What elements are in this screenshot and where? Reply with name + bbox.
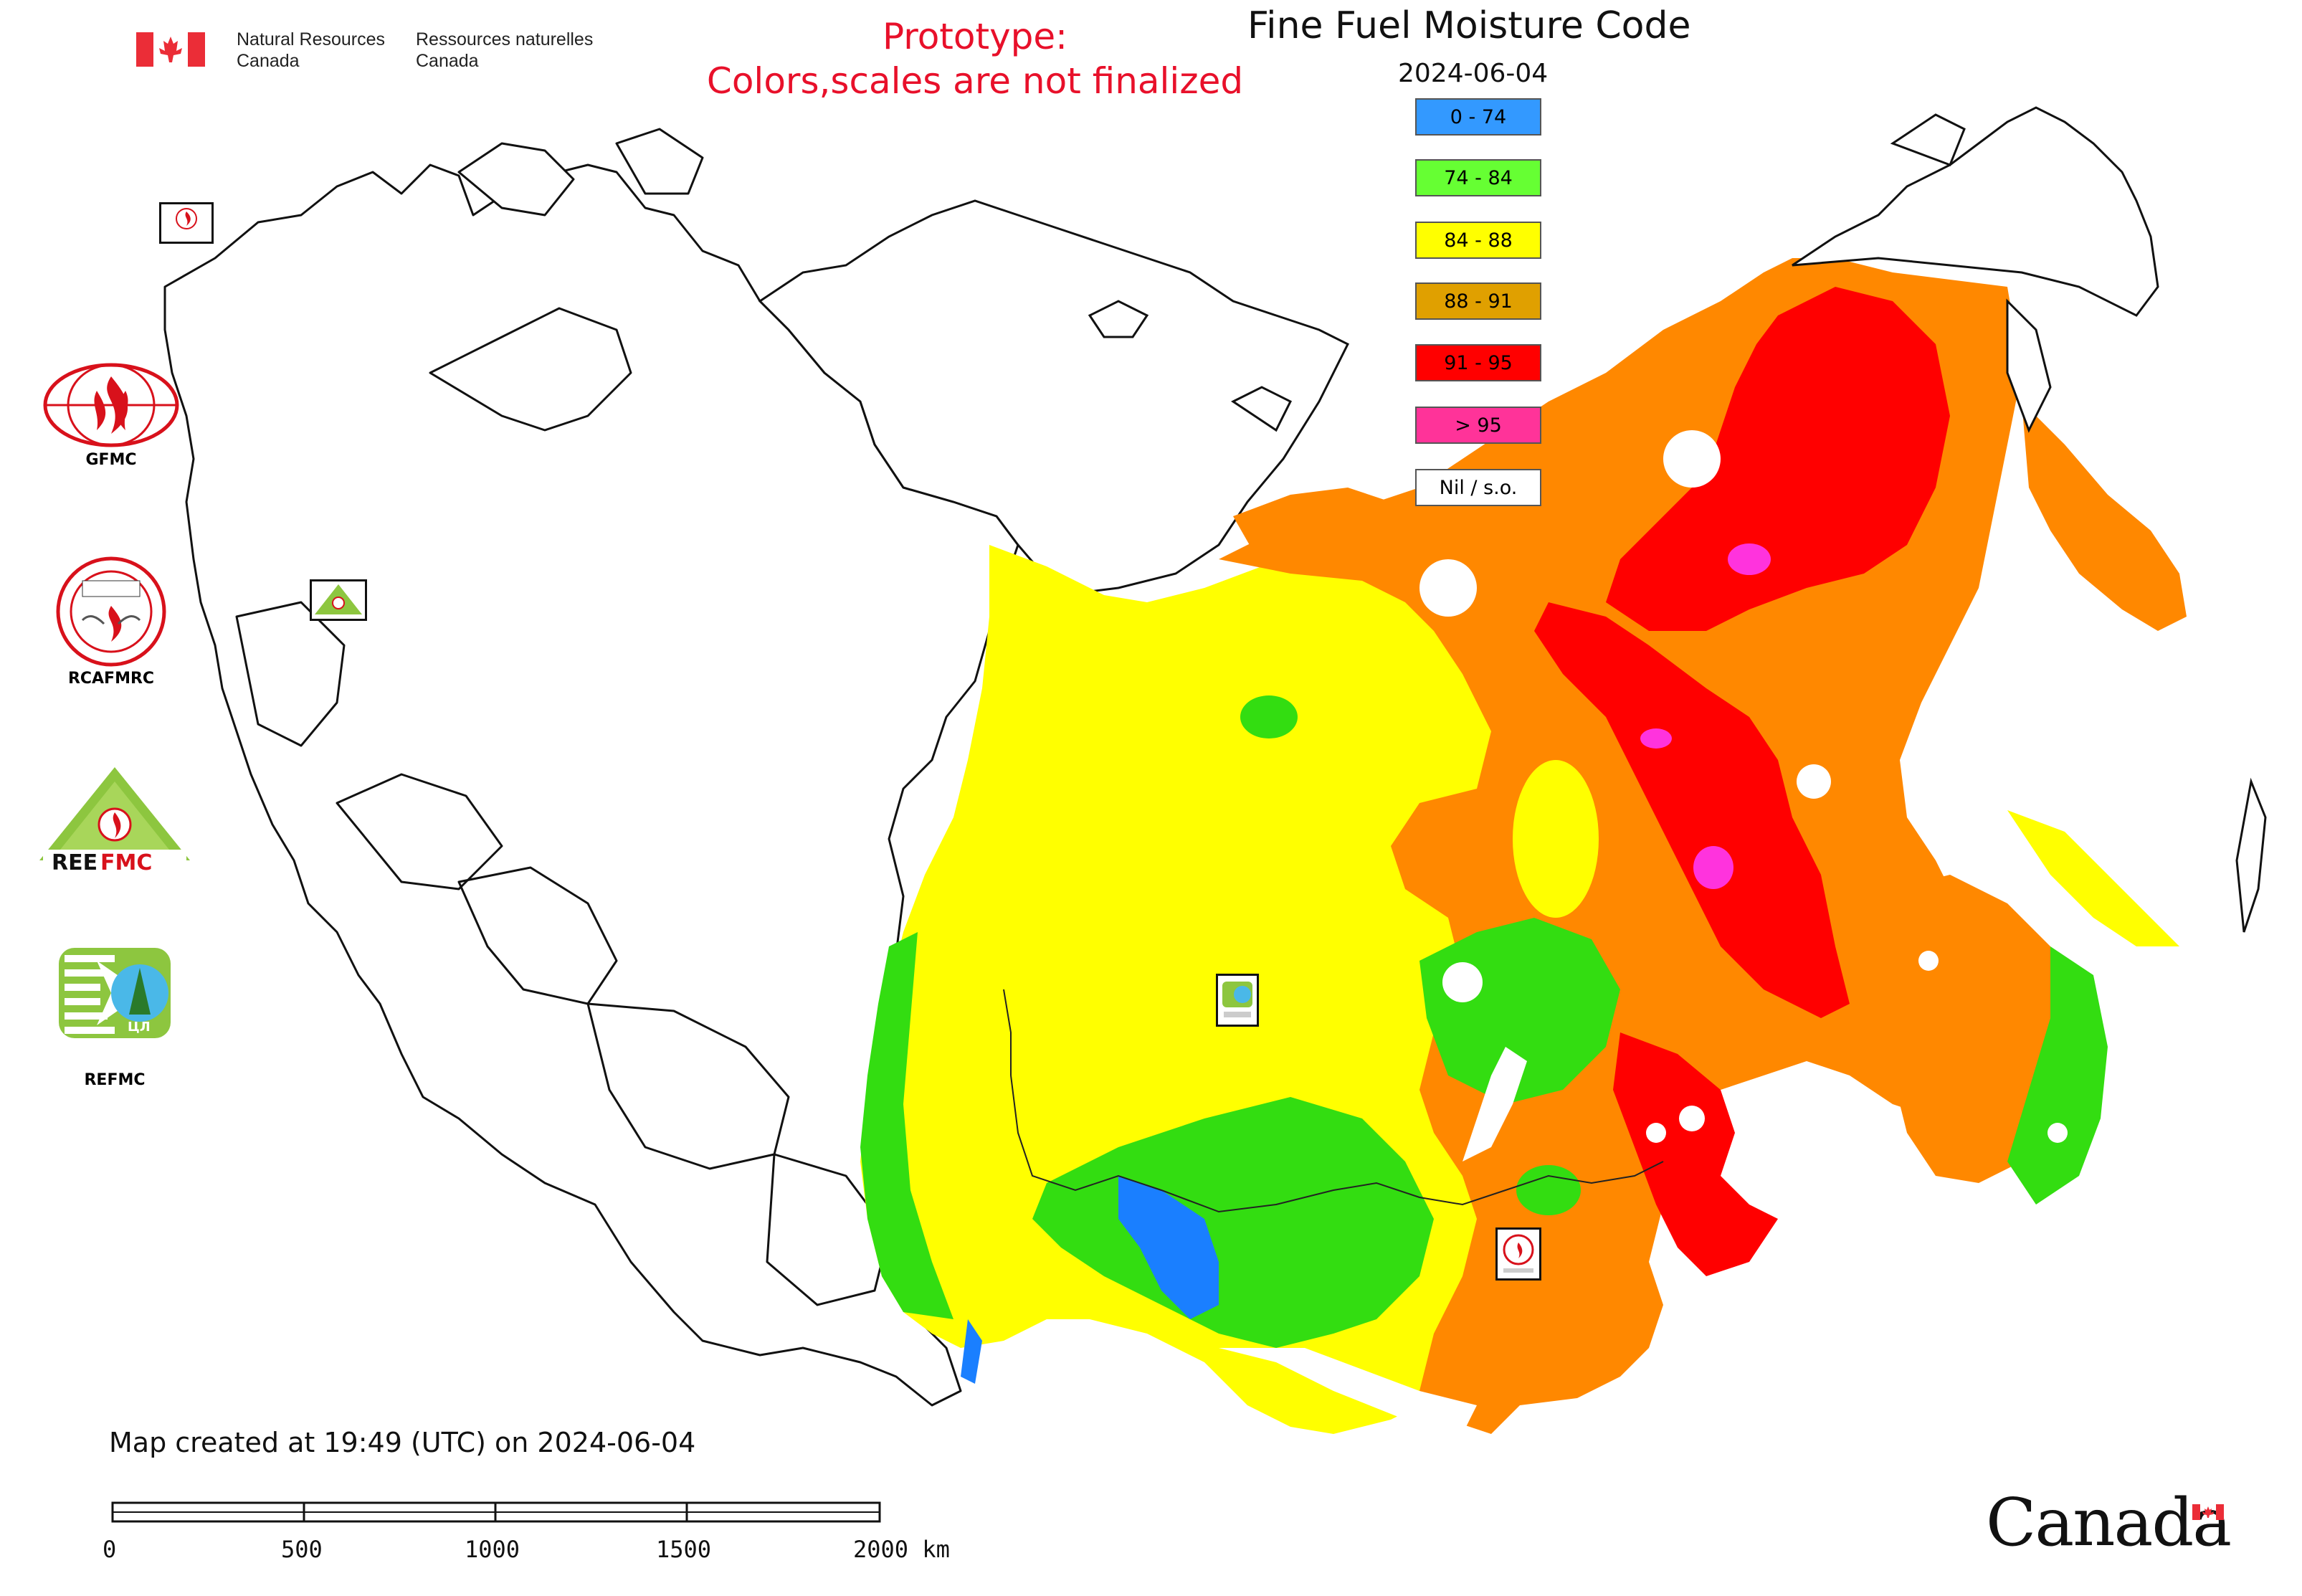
eastern-coast-outlines — [1792, 106, 2267, 933]
prototype-line1: Prototype: — [882, 16, 1068, 57]
rcafmrc-marker-icon — [1503, 1234, 1534, 1273]
reefmc-triangle-icon: REE FMC — [39, 767, 190, 875]
reefmc-map-marker — [310, 579, 367, 621]
refmc-logo: ЦЛ REFMC — [57, 946, 179, 1090]
gfmc-map-marker — [159, 202, 214, 244]
prototype-notice: Prototype: Colors,scales are not finaliz… — [660, 14, 1290, 103]
prototype-line2: Colors,scales are not finalized — [706, 60, 1244, 102]
rcafmrc-logo: RCAFMRC — [39, 556, 183, 692]
legend-item-over-95: > 95 — [1415, 407, 1541, 444]
org-fr-line1: Ressources naturelles — [416, 29, 594, 49]
scale-tick-500: 500 — [281, 1536, 323, 1563]
ffmc-data-region — [860, 258, 2187, 1434]
legend-item-88-91: 88 - 91 — [1415, 282, 1541, 320]
map-title: Fine Fuel Moisture Code — [1247, 4, 1691, 47]
scale-tick-1000: 1000 — [465, 1536, 520, 1563]
map-creation-timestamp: Map created at 19:49 (UTC) on 2024-06-04 — [109, 1427, 696, 1458]
refmc-marker-icon — [1222, 982, 1252, 1017]
refmc-map-marker — [1216, 974, 1259, 1027]
legend-item-0-74: 0 - 74 — [1415, 98, 1541, 136]
scale-bar-graphic — [111, 1501, 881, 1523]
refmc-emblem-icon: ЦЛ — [59, 948, 171, 1038]
reefmc-logo: REE FMC — [36, 764, 194, 878]
scale-tick-0: 0 — [103, 1536, 117, 1563]
nrcan-english-name: Natural Resources Canada — [237, 29, 385, 72]
org-en-line2: Canada — [237, 51, 300, 71]
canada-wordmark: Canada — [1986, 1484, 2232, 1563]
legend-item-nil: Nil / s.o. — [1415, 469, 1541, 506]
gfmc-label: GFMC — [85, 451, 137, 469]
internal-borders — [1003, 989, 1664, 1213]
legend-item-91-95: 91 - 95 — [1415, 344, 1541, 381]
gfmc-globe-flame-icon — [43, 363, 179, 447]
org-en-line1: Natural Resources — [237, 29, 386, 49]
scale-bar — [111, 1501, 882, 1523]
legend-item-74-84: 74 - 84 — [1415, 159, 1541, 196]
scale-tick-1500: 1500 — [656, 1536, 712, 1563]
legend-item-84-88: 84 - 88 — [1415, 222, 1541, 259]
org-fr-line2: Canada — [416, 51, 479, 71]
svg-text:ЦЛ: ЦЛ — [128, 1020, 151, 1035]
canada-wordmark-flag-icon — [2192, 1504, 2224, 1520]
gfmc-marker-icon — [176, 208, 197, 229]
gfmc-logo: GFMC — [39, 362, 183, 470]
rcafmrc-seal-icon — [56, 556, 166, 667]
map-date: 2024-06-04 — [1398, 59, 1549, 88]
svg-text:FMC: FMC — [100, 850, 152, 875]
rcafmrc-map-marker — [1495, 1227, 1541, 1281]
scale-tick-2000: 2000 km — [853, 1536, 950, 1563]
western-country-outlines — [163, 128, 1019, 1407]
reefmc-marker-icon — [315, 584, 362, 614]
canada-wordmark-text: Canada — [1986, 1484, 2232, 1561]
svg-text:REE: REE — [52, 850, 97, 875]
refmc-label: REFMC — [84, 1071, 146, 1089]
canada-flag-icon — [136, 32, 205, 67]
rcafmrc-label: RCAFMRC — [67, 670, 155, 688]
nrcan-french-name: Ressources naturelles Canada — [416, 29, 593, 72]
